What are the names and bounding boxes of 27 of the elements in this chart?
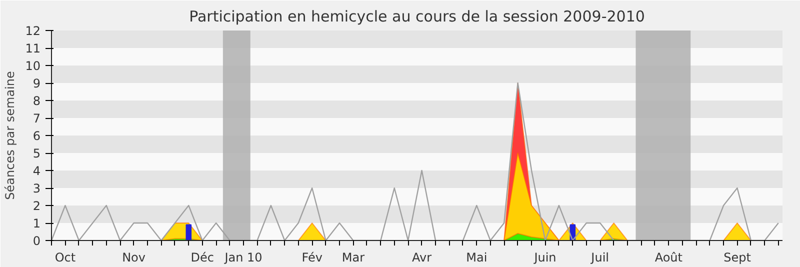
y-tick-label: 7: [32, 112, 41, 126]
x-tick-label: Jan 10: [224, 250, 262, 264]
y-tick-label: 3: [32, 182, 41, 196]
x-tick-label: Oct: [54, 250, 76, 264]
y-axis-title: Séances par semaine: [3, 71, 18, 200]
x-tick-label: Avr: [412, 250, 432, 264]
x-tick-label: Sept: [724, 250, 752, 264]
y-tick-label: 2: [32, 199, 41, 213]
x-tick-label: Juil: [590, 250, 609, 264]
y-tick-label: 11: [25, 42, 41, 56]
y-tick-label: 12: [25, 24, 41, 38]
chart-title: Participation en hemicycle au cours de la session 2009-2010: [189, 8, 645, 26]
y-tick-label: 8: [32, 94, 41, 108]
x-tick-label: Août: [654, 250, 683, 264]
y-tick-label: 9: [32, 76, 41, 90]
y-tick-label: 0: [32, 234, 41, 248]
y-tick-label: 10: [25, 59, 41, 73]
x-tick-label: Mai: [466, 250, 488, 264]
y-tick-label: 1: [32, 216, 41, 230]
x-tick-label: Fév: [302, 250, 322, 264]
y-tick-label: 4: [32, 164, 41, 178]
y-tick-label: 5: [32, 146, 41, 160]
x-tick-label: Nov: [122, 250, 146, 264]
x-tick-label: Mar: [342, 250, 365, 264]
x-tick-label: Déc: [190, 250, 214, 264]
x-tick-label: Juin: [533, 250, 556, 264]
y-tick-label: 6: [32, 129, 41, 143]
